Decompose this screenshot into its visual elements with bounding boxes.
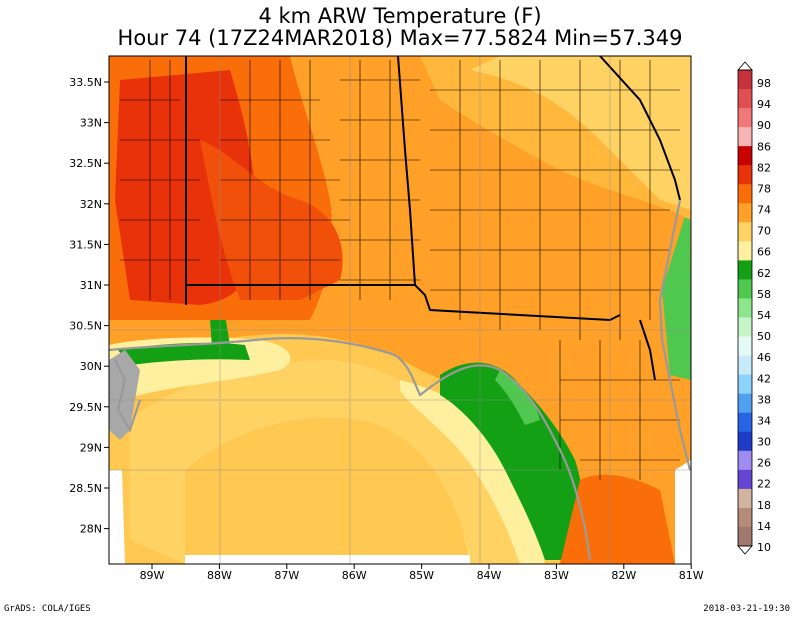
colorbar-swatch — [738, 165, 752, 185]
colorbar-swatch — [738, 203, 752, 223]
lat-label: 32N — [80, 198, 102, 211]
lon-label: 89W — [140, 569, 165, 582]
colorbar-swatch — [738, 298, 752, 319]
colorbar-label: 78 — [757, 182, 771, 195]
lat-label: 33N — [80, 117, 102, 130]
colorbar-swatch — [738, 336, 752, 357]
colorbar-swatch — [738, 146, 752, 166]
lon-label: 85W — [409, 569, 434, 582]
lon-label: 82W — [611, 569, 636, 582]
colorbar-label: 14 — [757, 520, 771, 533]
footer-credit: GrADS: COLA/IGES — [4, 604, 91, 614]
colorbar-swatch — [738, 526, 752, 547]
footer-timestamp: 2018-03-21-19:30 — [703, 604, 790, 614]
map-title-line2: Hour 74 (17Z24MAR2018) Max=77.5824 Min=5… — [117, 26, 683, 50]
colorbar-label: 90 — [757, 119, 771, 132]
lon-label: 86W — [342, 569, 367, 582]
colorbar-label: 58 — [757, 288, 771, 301]
colorbar-swatch — [738, 184, 752, 204]
lon-label: 87W — [274, 569, 299, 582]
longitude-axis: 89W 88W 87W 86W 85W 84W 83W 82W 81W — [140, 564, 704, 582]
colorbar-swatch — [738, 431, 752, 452]
county-boundaries — [120, 60, 680, 480]
colorbar-swatch — [738, 241, 752, 261]
lon-label: 88W — [207, 569, 232, 582]
colorbar-label: 34 — [757, 414, 771, 427]
latlon-grid — [109, 56, 691, 564]
colorbar-label: 18 — [757, 499, 771, 512]
colorbar-swatch — [738, 507, 752, 528]
colorbar-label: 70 — [757, 225, 771, 238]
lat-label: 30N — [80, 360, 102, 373]
lat-label: 29N — [80, 441, 102, 454]
colorbar-label: 22 — [757, 478, 771, 491]
colorbar-top-arrow — [737, 61, 753, 71]
lat-label: 28.5N — [69, 482, 102, 495]
lat-label: 29.5N — [69, 401, 102, 414]
map-frame — [108, 55, 692, 565]
colorbar-label: 38 — [757, 393, 771, 406]
colorbar-label: 86 — [757, 140, 771, 153]
colorbar-swatch — [738, 393, 752, 414]
latitude-axis: 33.5N 33N 32.5N 32N 31.5N 31N 30.5N 30N 29.5N 29N… — [69, 76, 109, 536]
colorbar: 98 94 90 86 82 78 74 70 66 62 58 54 50 46 42 38 34 30 26 22… — [737, 61, 771, 555]
colorbar-label: 98 — [757, 77, 771, 90]
colorbar-label: 46 — [757, 351, 771, 364]
colorbar-swatch — [738, 127, 752, 147]
colorbar-swatch — [738, 374, 752, 395]
lon-label: 81W — [679, 569, 704, 582]
coastline — [109, 199, 691, 561]
colorbar-label: 30 — [757, 436, 771, 449]
colorbar-swatch — [738, 108, 752, 128]
colorbar-swatch — [738, 412, 752, 433]
colorbar-label: 10 — [757, 541, 771, 554]
state-boundaries — [185, 56, 681, 381]
colorbar-frame — [737, 69, 753, 547]
lat-label: 33.5N — [69, 76, 102, 89]
colorbar-swatch — [738, 222, 752, 242]
colorbar-label: 26 — [757, 457, 771, 470]
colorbar-label: 62 — [757, 267, 771, 280]
colorbar-swatch — [738, 469, 752, 490]
lon-label: 84W — [477, 569, 502, 582]
colorbar-label: 82 — [757, 161, 771, 174]
colorbar-swatch — [738, 89, 752, 109]
colorbar-label: 94 — [757, 98, 771, 111]
lat-label: 32.5N — [69, 157, 102, 170]
lat-label: 31N — [80, 279, 102, 292]
colorbar-label: 74 — [757, 204, 771, 217]
map-title-line1: 4 km ARW Temperature (F) — [258, 4, 542, 28]
colorbar-swatch — [738, 279, 752, 299]
temperature-field — [109, 56, 691, 564]
colorbar-label: 54 — [757, 309, 771, 322]
colorbar-label: 50 — [757, 330, 771, 343]
lat-label: 31.5N — [69, 238, 102, 251]
lat-label: 28N — [80, 523, 102, 536]
colorbar-label: 42 — [757, 372, 771, 385]
colorbar-swatch — [738, 317, 752, 338]
colorbar-swatch — [738, 70, 752, 90]
colorbar-swatch — [738, 260, 752, 280]
lat-label: 30.5N — [69, 320, 102, 333]
colorbar-swatch — [738, 450, 752, 471]
colorbar-swatch — [738, 488, 752, 509]
colorbar-label: 66 — [757, 246, 771, 259]
lon-label: 83W — [544, 569, 569, 582]
colorbar-swatch — [738, 355, 752, 376]
colorbar-bottom-arrow — [737, 545, 753, 555]
